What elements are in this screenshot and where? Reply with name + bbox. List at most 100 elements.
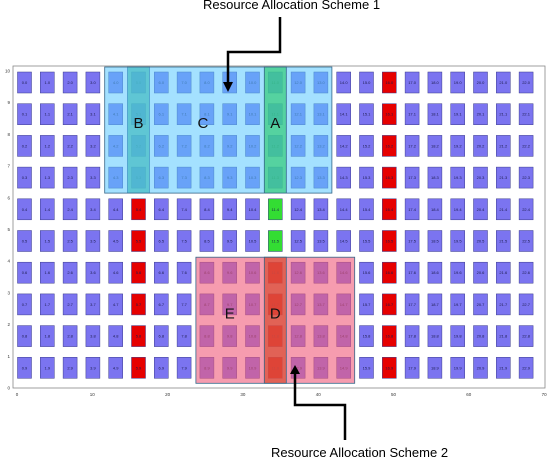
resource-cell	[40, 357, 55, 379]
region-label-d: D	[270, 305, 281, 322]
resource-cell	[496, 71, 511, 94]
cell-label: 3.9	[90, 365, 96, 370]
cell-label: 7.6	[181, 270, 187, 275]
cell-label: 12.5	[294, 239, 303, 244]
cell-label: 1.7	[45, 302, 51, 307]
cell-label: 17.7	[408, 302, 417, 307]
resource-cell	[131, 230, 146, 252]
x-tick-label: 50	[391, 392, 397, 397]
resource-cell	[40, 71, 55, 94]
resource-cell	[62, 325, 78, 347]
resource-cell	[131, 325, 146, 347]
cell-label: 22.4	[522, 207, 531, 212]
cell-label: 17.9	[408, 365, 417, 370]
cell-label: 12.4	[294, 207, 303, 212]
resource-cell	[382, 135, 397, 157]
resource-cell	[359, 325, 374, 347]
resource-cell	[268, 230, 283, 252]
resource-cell	[40, 325, 55, 347]
cell-label: 10.4	[249, 207, 258, 212]
cell-label: 15.5	[363, 239, 372, 244]
y-tick-label: 8	[7, 132, 10, 137]
cell-label: 19.6	[454, 270, 463, 275]
resource-cell	[62, 198, 78, 221]
cell-label: 18.3	[431, 175, 440, 180]
cell-label: 1.4	[45, 207, 51, 212]
y-tick-label: 3	[7, 290, 10, 295]
cell-label: 18.9	[431, 365, 440, 370]
cell-label: 7.4	[181, 207, 187, 212]
cell-label: 19.5	[454, 239, 463, 244]
cell-label: 18.0	[431, 80, 440, 85]
resource-cell	[245, 198, 260, 221]
cell-label: 1.8	[45, 334, 51, 339]
resource-cell	[62, 357, 78, 379]
resource-cell	[85, 103, 101, 125]
resource-cell	[496, 293, 511, 316]
resource-cell	[427, 166, 443, 189]
x-tick-label: 70	[542, 392, 548, 397]
resource-cell	[427, 230, 443, 252]
cell-label: 5.8	[136, 334, 142, 339]
cell-label: 16.9	[385, 365, 394, 370]
region-label-e: E	[225, 305, 235, 322]
resource-cell	[62, 135, 78, 157]
cell-label: 6.5	[159, 239, 165, 244]
resource-cell	[427, 261, 443, 284]
resource-cell	[496, 198, 511, 221]
cell-label: 17.0	[408, 80, 417, 85]
resource-cell	[473, 357, 488, 379]
resource-cell	[518, 166, 534, 189]
cell-label: 20.4	[477, 207, 486, 212]
cell-label: 7.8	[181, 334, 187, 339]
cell-label: 1.2	[45, 143, 51, 148]
resource-cell	[176, 230, 192, 252]
cell-label: 15.6	[363, 270, 372, 275]
resource-cell	[359, 198, 374, 221]
cell-label: 15.3	[363, 175, 372, 180]
resource-cell	[222, 198, 237, 221]
resource-cell	[382, 261, 397, 284]
cell-label: 15.0	[363, 80, 372, 85]
cell-label: 2.8	[67, 334, 73, 339]
cell-label: 9.5	[227, 239, 233, 244]
resource-cell	[404, 103, 420, 125]
resource-cell	[359, 166, 374, 189]
cell-label: 19.8	[454, 334, 463, 339]
cell-label: 22.5	[522, 239, 531, 244]
resource-cell	[85, 198, 101, 221]
resource-cell	[40, 103, 55, 125]
resource-cell	[108, 261, 123, 284]
cell-label: 5.4	[136, 207, 142, 212]
resource-cell	[85, 325, 101, 347]
resource-cell	[496, 325, 511, 347]
cell-label: 3.8	[90, 334, 96, 339]
resource-cell	[40, 261, 55, 284]
cell-label: 6.6	[159, 270, 165, 275]
cell-label: 18.8	[431, 334, 440, 339]
resource-cell	[62, 230, 78, 252]
scheme1-title: Resource Allocation Scheme 1	[203, 0, 381, 12]
resource-cell	[427, 293, 443, 316]
cell-label: 3.3	[90, 175, 96, 180]
resource-cell	[131, 261, 146, 284]
resource-cell	[359, 135, 374, 157]
cell-label: 14.5	[340, 239, 349, 244]
resource-cell	[427, 198, 443, 221]
cell-label: 17.5	[408, 239, 417, 244]
resource-cell	[427, 103, 443, 125]
resource-cell	[450, 230, 465, 252]
cell-label: 21.1	[499, 112, 508, 117]
cell-label: 19.0	[454, 80, 463, 85]
resource-cell	[131, 293, 146, 316]
cell-label: 5.7	[136, 302, 142, 307]
resource-cell	[17, 293, 32, 316]
y-tick-label: 10	[5, 69, 11, 74]
cell-label: 1.5	[45, 239, 51, 244]
x-tick-label: 20	[165, 392, 171, 397]
resource-cell	[245, 230, 260, 252]
resource-cell	[496, 230, 511, 252]
cell-label: 11.5	[272, 239, 280, 244]
resource-cell	[382, 198, 397, 221]
resource-cell	[108, 325, 123, 347]
